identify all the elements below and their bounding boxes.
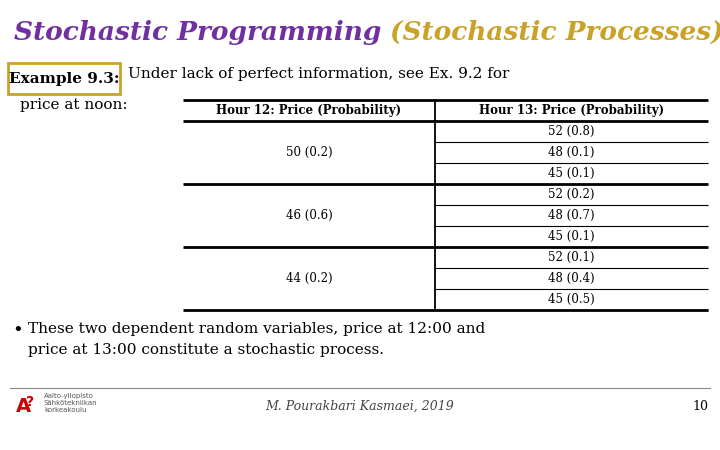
Text: Hour 13: Price (Probability): Hour 13: Price (Probability) [479,104,664,117]
Text: 45 (0.1): 45 (0.1) [548,230,595,243]
Text: Stochastic Programming: Stochastic Programming [14,20,390,45]
Text: Example 9.3:: Example 9.3: [9,72,120,86]
Text: A: A [16,397,31,416]
Text: (Stochastic Processes): (Stochastic Processes) [390,20,720,45]
Text: 45 (0.1): 45 (0.1) [548,167,595,180]
Text: 46 (0.6): 46 (0.6) [286,209,333,222]
Text: 44 (0.2): 44 (0.2) [286,272,333,285]
Text: 10: 10 [692,400,708,413]
Text: 48 (0.1): 48 (0.1) [548,146,595,159]
Text: price at noon:: price at noon: [20,98,127,112]
Text: 48 (0.4): 48 (0.4) [548,272,595,285]
Text: Under lack of perfect information, see Ex. 9.2 for: Under lack of perfect information, see E… [128,67,509,81]
Text: 45 (0.5): 45 (0.5) [548,293,595,306]
Text: •: • [12,322,23,340]
Text: M. Pourakbari Kasmaei, 2019: M. Pourakbari Kasmaei, 2019 [266,400,454,413]
Text: Aalto-yliopisto
Sähkötekniikan
korkeakoulu: Aalto-yliopisto Sähkötekniikan korkeakou… [44,393,98,413]
Text: 52 (0.1): 52 (0.1) [548,251,595,264]
Text: 52 (0.2): 52 (0.2) [548,188,595,201]
Text: price at 13:00 constitute a stochastic process.: price at 13:00 constitute a stochastic p… [28,343,384,357]
Text: 50 (0.2): 50 (0.2) [286,146,333,159]
Text: 48 (0.7): 48 (0.7) [548,209,595,222]
Text: 52 (0.8): 52 (0.8) [548,125,595,138]
Text: These two dependent random variables, price at 12:00 and: These two dependent random variables, pr… [28,322,485,336]
Text: ?: ? [26,395,34,409]
Text: Hour 12: Price (Probability): Hour 12: Price (Probability) [217,104,402,117]
